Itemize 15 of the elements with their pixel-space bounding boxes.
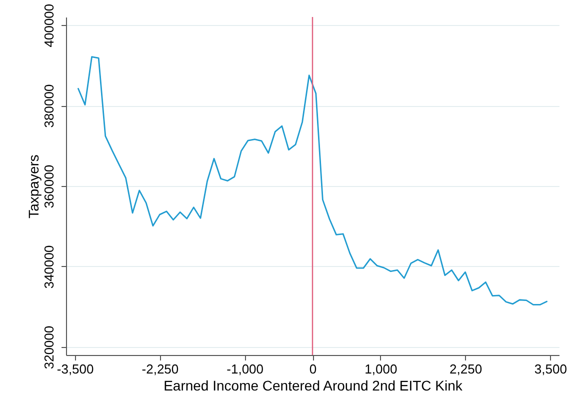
y-tick-label: 380000	[42, 84, 56, 128]
y-axis-title: Taxpayers	[26, 154, 42, 218]
y-tick-label: 360000	[42, 164, 56, 208]
x-axis-title: Earned Income Centered Around 2nd EITC Kink	[164, 378, 464, 394]
x-tick-label: 3,500	[534, 362, 567, 376]
x-tick-label: -2,250	[142, 362, 179, 376]
x-tick-label: 2,250	[450, 362, 482, 376]
x-tick-label: -3,500	[56, 362, 94, 376]
y-tick-label: 340000	[42, 245, 56, 289]
y-tick-label: 400000	[42, 4, 56, 48]
x-tick-label: -1,000	[226, 362, 264, 376]
y-tick-label: 320000	[42, 326, 56, 370]
line-series	[78, 56, 548, 306]
x-tick-label: 0	[309, 362, 317, 376]
x-tick-label: 1,000	[364, 362, 398, 376]
